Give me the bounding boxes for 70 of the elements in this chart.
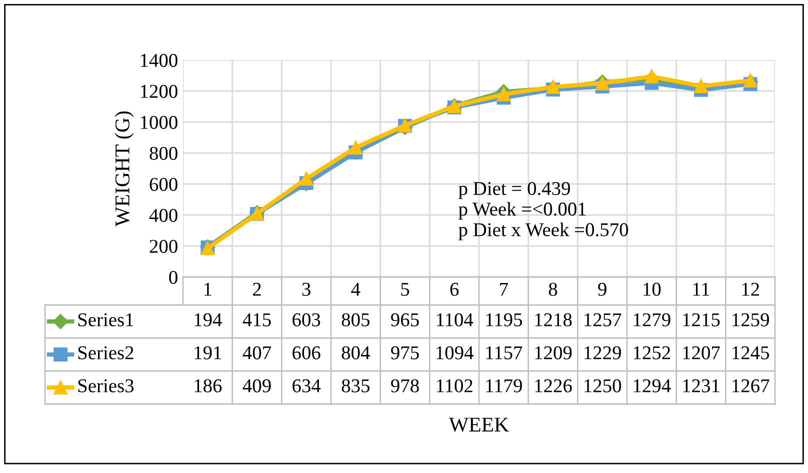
data-label: 415 bbox=[242, 313, 271, 326]
y-tick-label: 1200 bbox=[140, 84, 178, 98]
data-label: 191 bbox=[194, 346, 222, 360]
data-label: 975 bbox=[391, 346, 419, 360]
x-tick-label: 12 bbox=[742, 282, 759, 296]
point bbox=[348, 140, 363, 155]
data-label: 1209 bbox=[535, 346, 572, 360]
annotation: p Week =<0.001 bbox=[458, 202, 586, 220]
legend-label: Series1 bbox=[78, 313, 134, 326]
y-tick-label: 1000 bbox=[140, 116, 178, 129]
data-label: 1259 bbox=[732, 313, 769, 326]
x-tick-label: 7 bbox=[500, 282, 508, 296]
data-label: 1207 bbox=[683, 346, 720, 360]
x-tick-label: 3 bbox=[302, 282, 310, 296]
data-label: 804 bbox=[342, 346, 370, 360]
y-tick-label: 400 bbox=[149, 208, 178, 222]
x-tick-label: 1 bbox=[204, 282, 212, 296]
legend-label: Series3 bbox=[78, 379, 134, 392]
data-label: 186 bbox=[194, 379, 222, 392]
data-label: 1102 bbox=[436, 379, 472, 392]
point bbox=[546, 80, 560, 94]
x-tick-label: 11 bbox=[693, 282, 710, 296]
data-label: 1157 bbox=[486, 346, 522, 360]
annotation: p Diet = 0.439 bbox=[458, 182, 570, 200]
y-tick-label: 1400 bbox=[140, 54, 178, 67]
y-axis-title: WEIGHT (G) bbox=[114, 111, 134, 226]
data-label: 1231 bbox=[683, 379, 720, 392]
data-label: 1257 bbox=[584, 313, 622, 326]
data-label: 1252 bbox=[634, 346, 670, 360]
data-label: 1094 bbox=[436, 346, 474, 360]
data-label: 1267 bbox=[732, 379, 770, 392]
annotation: p Diet x Week =0.570 bbox=[458, 222, 628, 240]
x-tick-label: 5 bbox=[401, 282, 410, 296]
point bbox=[496, 87, 511, 102]
y-tick-label: 800 bbox=[150, 146, 178, 160]
y-tick-label: 600 bbox=[150, 178, 178, 191]
data-label: 1195 bbox=[486, 313, 522, 326]
data-label: 1294 bbox=[634, 379, 671, 392]
data-label: 1215 bbox=[683, 313, 720, 326]
x-tick-label: 8 bbox=[548, 282, 558, 296]
data-label: 805 bbox=[342, 313, 370, 326]
data-label: 1279 bbox=[634, 313, 670, 326]
legend-label: Series2 bbox=[78, 346, 134, 360]
data-label: 1250 bbox=[584, 379, 622, 392]
data-label: 603 bbox=[292, 313, 320, 326]
data-label: 965 bbox=[391, 313, 419, 326]
data-label: 835 bbox=[342, 379, 370, 392]
data-label: 1226 bbox=[535, 379, 572, 392]
y-tick-label: 200 bbox=[150, 240, 178, 253]
data-label: 1245 bbox=[732, 346, 770, 360]
data-label: 1104 bbox=[436, 313, 474, 326]
data-label: 194 bbox=[194, 313, 222, 326]
x-tick-label: 2 bbox=[252, 282, 261, 296]
data-label: 978 bbox=[391, 379, 419, 392]
point bbox=[299, 172, 314, 186]
x-tick-label: 4 bbox=[351, 282, 360, 296]
point bbox=[644, 69, 659, 84]
data-label: 409 bbox=[242, 379, 271, 392]
x-tick-label: 9 bbox=[598, 282, 606, 296]
data-label: 407 bbox=[242, 346, 272, 360]
data-label: 606 bbox=[292, 346, 320, 360]
data-label: 1218 bbox=[535, 313, 572, 326]
point bbox=[694, 79, 708, 94]
data-label: 1179 bbox=[486, 379, 522, 392]
x-tick-label: 6 bbox=[450, 282, 459, 296]
data-label: 634 bbox=[292, 379, 321, 392]
data-label: 1229 bbox=[584, 346, 621, 360]
text: WEEK bbox=[448, 418, 509, 432]
x-tick-label: 10 bbox=[644, 282, 661, 296]
y-tick-label: 0 bbox=[169, 270, 178, 284]
